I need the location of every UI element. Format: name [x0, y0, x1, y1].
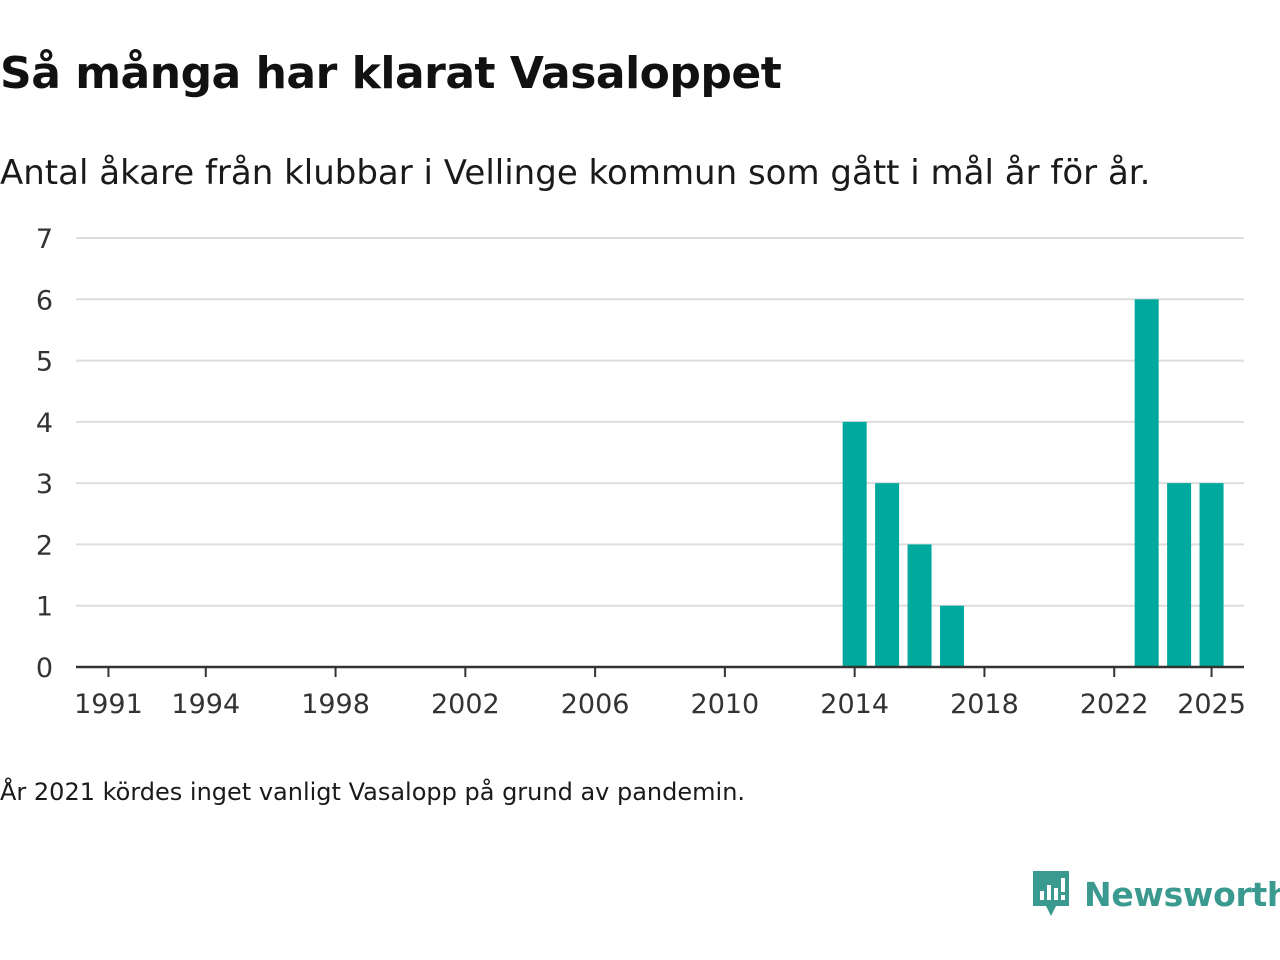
y-tick-label-1: 1	[36, 592, 53, 623]
brand-name: Newsworthy	[1084, 874, 1280, 914]
y-tick-label-2: 2	[36, 530, 53, 561]
bar-2024[interactable]	[1167, 483, 1192, 667]
brand-logo[interactable]: Newsworthy	[1030, 868, 1280, 920]
bar-2017[interactable]	[939, 605, 965, 667]
y-tick-label-0: 0	[36, 653, 53, 684]
y-tick-label-3: 3	[36, 469, 53, 500]
x-tick-label-2002: 2002	[431, 689, 500, 720]
y-tick-label-7: 7	[36, 224, 53, 255]
bar-2016[interactable]	[907, 544, 932, 667]
bar-2025[interactable]	[1199, 483, 1224, 667]
bars	[842, 299, 1224, 667]
y-tick-label-6: 6	[36, 285, 53, 316]
newsworthy-logo-icon	[1033, 871, 1069, 916]
y-tick-label-4: 4	[36, 408, 53, 439]
bar-2023[interactable]	[1134, 299, 1159, 667]
footnote: År 2021 kördes inget vanligt Vasalopp på…	[0, 778, 746, 806]
y-tick-label-5: 5	[36, 347, 53, 378]
x-tick-label-2022: 2022	[1080, 689, 1149, 720]
x-tick-label-1991: 1991	[74, 689, 143, 720]
x-tick-label-2006: 2006	[561, 689, 630, 720]
x-tick-label-2010: 2010	[691, 689, 760, 720]
x-axis-ticks: 1991 1994 1998 2002 2006 2010 2014 2018 2022 2025	[74, 667, 1246, 720]
bar-2014[interactable]	[842, 421, 867, 667]
x-tick-label-1998: 1998	[301, 689, 370, 720]
gridlines	[76, 237, 1244, 607]
bar-chart: 0 1 2 3 4 5 6 7 1991 1994 1998 2002 2006 2010 2014 201…	[36, 224, 1246, 720]
x-tick-label-2014: 2014	[820, 689, 889, 720]
x-tick-label-2018: 2018	[950, 689, 1019, 720]
y-axis-ticks: 0 1 2 3 4 5 6 7	[36, 224, 53, 684]
bar-2015[interactable]	[875, 483, 900, 667]
x-tick-label-1994: 1994	[171, 689, 240, 720]
x-tick-label-2025: 2025	[1177, 689, 1246, 720]
chart-title: Så många har klarat Vasaloppet	[0, 48, 782, 99]
chart-subtitle: Antal åkare från klubbar i Vellinge komm…	[0, 153, 1151, 193]
